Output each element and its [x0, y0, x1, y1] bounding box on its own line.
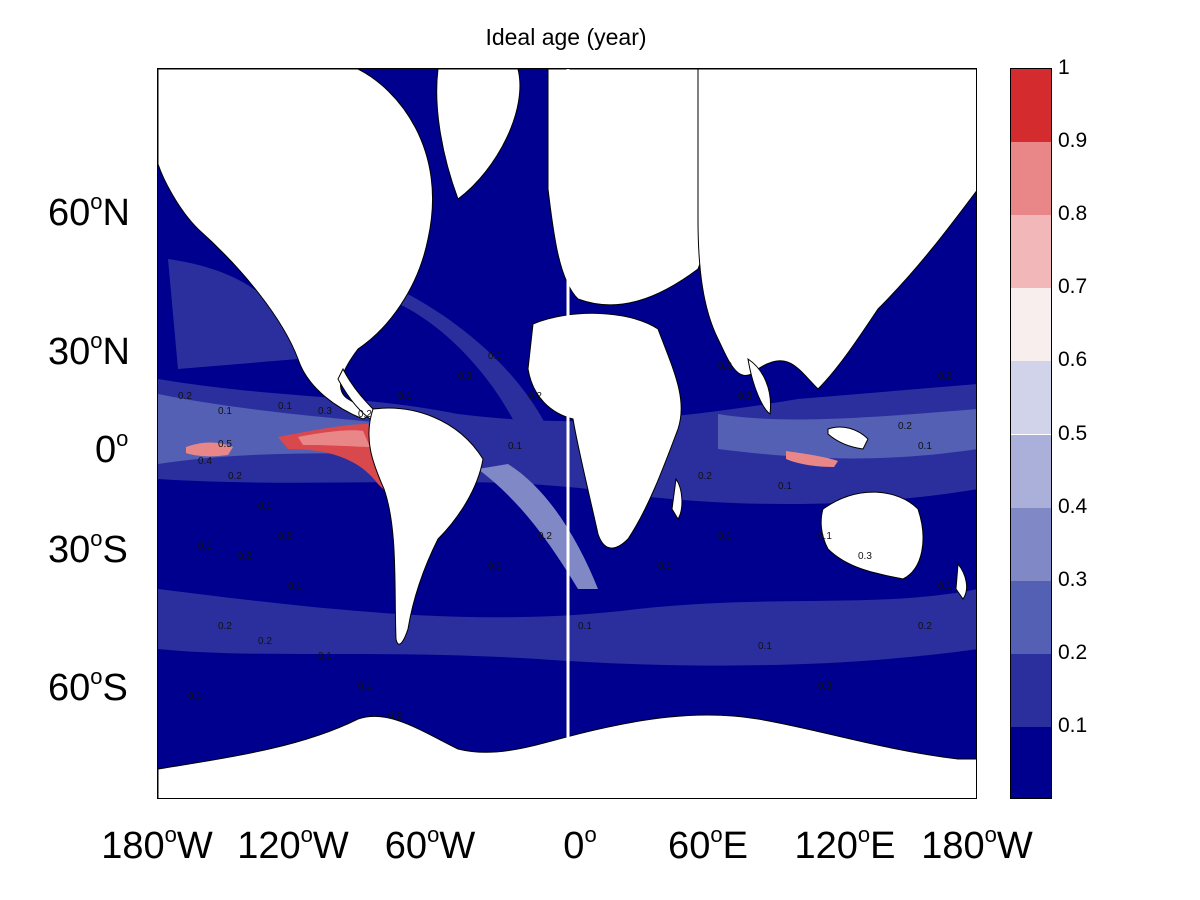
contour-label: 0.2 — [278, 531, 292, 542]
colorbar-segment — [1011, 580, 1051, 654]
contour-label: 0.2 — [228, 471, 242, 482]
contour-label: 0.1 — [288, 581, 302, 592]
colorbar-tick-label: 0.9 — [1058, 129, 1088, 153]
contour-label: 0.1 — [278, 401, 292, 412]
y-tick-label: 30oS — [48, 526, 128, 571]
contour-label: 0.4 — [198, 456, 212, 467]
colorbar-tick-label: 0.7 — [1058, 275, 1088, 299]
contour-label: 0.2 — [258, 636, 272, 647]
colorbar-segment — [1011, 507, 1051, 581]
colorbar-segment — [1011, 69, 1051, 143]
greenland — [436, 69, 521, 200]
contour-label: 0.3 — [318, 406, 332, 417]
contour-label: 0.2 — [238, 551, 252, 562]
asia — [697, 69, 976, 390]
contour-label: 0.1 — [508, 441, 522, 452]
contour-label: 0.5 — [218, 439, 232, 450]
india — [747, 357, 772, 415]
colorbar-segment — [1011, 215, 1051, 289]
contour-label: 0.2 — [898, 421, 912, 432]
colorbar-segment — [1011, 434, 1051, 508]
x-tick-label: 120oE — [794, 822, 896, 867]
contour-label: 0.2 — [938, 371, 952, 382]
contour-label: 0.3 — [458, 371, 472, 382]
maritime-continent — [827, 426, 869, 450]
new-zealand — [955, 562, 968, 600]
indonesia-hotspot — [786, 451, 838, 467]
contour-label: 0.1 — [938, 581, 952, 592]
contour-label: 0.2 — [218, 621, 232, 632]
contour-label: 0.2 — [718, 361, 732, 372]
x-tick-label: 0o — [563, 822, 597, 867]
contour-label: 0.1 — [488, 561, 502, 572]
colorbar — [1010, 68, 1052, 799]
contour-label: 0.2 — [538, 531, 552, 542]
contour-label: 0.2 — [388, 711, 402, 722]
contour-label: 0.1 — [718, 531, 732, 542]
contour-label: 0.2 — [358, 409, 372, 420]
contour-label: 0.1 — [818, 531, 832, 542]
contour-label: 0.2 — [528, 391, 542, 402]
x-tick-label: 180oW — [101, 822, 213, 867]
contour-label: 0.2 — [918, 621, 932, 632]
contour-label: 0.2 — [698, 471, 712, 482]
y-tick-label: 60oN — [48, 189, 130, 234]
africa — [527, 312, 682, 549]
contour-label: 0.1 — [758, 641, 772, 652]
contour-label: 0.1 — [778, 481, 792, 492]
colorbar-tick-label: 1 — [1058, 56, 1070, 79]
contour-label: 0.2 — [178, 391, 192, 402]
x-tick-label: 180oW — [921, 822, 1033, 867]
contour-label: 0.1 — [198, 541, 212, 552]
contour-label: 0.3 — [818, 681, 832, 692]
north-pacific-band — [168, 259, 298, 369]
colorbar-tick-label: 0.3 — [1058, 567, 1088, 591]
colorbar-tick-label: 0.8 — [1058, 202, 1088, 226]
contour-label: 0.1 — [258, 501, 272, 512]
contour-label: 0.1 — [488, 351, 502, 362]
colorbar-tick-label: 0.5 — [1058, 421, 1088, 445]
colorbar-segment — [1011, 726, 1051, 798]
contour-label: 0.3 — [858, 551, 872, 562]
y-tick-label: 30oN — [48, 328, 130, 373]
south-america — [368, 407, 484, 645]
contour-label: 0.1 — [578, 621, 592, 632]
x-tick-label: 120oW — [237, 822, 349, 867]
contour-label: 0.1 — [318, 651, 332, 662]
ocean-map: 0.2 0.1 0.1 0.3 0.2 0.1 0.4 0.5 0.2 0.1 0.2 0.1 0.2 0… — [158, 69, 976, 798]
chart-title: Ideal age (year) — [485, 24, 647, 50]
colorbar-segment — [1011, 288, 1051, 362]
contour-label: 0.1 — [658, 561, 672, 572]
australia — [820, 491, 924, 580]
contour-label: 0.1 — [218, 406, 232, 417]
map-plot-area: 0.2 0.1 0.1 0.3 0.2 0.1 0.4 0.5 0.2 0.1 0.2 0.1 0.2 0… — [157, 68, 977, 799]
colorbar-segment — [1011, 653, 1051, 727]
colorbar-tick-label: 0.4 — [1058, 494, 1088, 518]
x-tick-label: 60oE — [668, 822, 748, 867]
contour-label: 0.1 — [188, 691, 202, 702]
colorbar-tick-label: 0.6 — [1058, 348, 1088, 372]
colorbar-tick-label: 0.2 — [1058, 640, 1088, 664]
y-tick-label: 60oS — [48, 664, 128, 709]
colorbar-tick-label: 0.1 — [1058, 713, 1088, 737]
north-america — [158, 69, 433, 420]
colorbar-segment — [1011, 142, 1051, 216]
east-pacific-hotspot-core — [298, 430, 370, 447]
contour-label: 0.3 — [738, 391, 752, 402]
x-tick-label: 60oW — [384, 822, 476, 867]
contour-label: 0.1 — [918, 441, 932, 452]
colorbar-segment — [1011, 361, 1051, 435]
north-atlantic-band — [388, 289, 548, 429]
central-pacific-hotspot — [186, 442, 233, 457]
contour-label: 0.1 — [358, 681, 372, 692]
contour-labels: 0.2 0.1 0.1 0.3 0.2 0.1 0.4 0.5 0.2 0.1 0.2 0.1 0.2 0… — [178, 351, 952, 722]
madagascar — [671, 477, 683, 520]
y-tick-label: 0o — [95, 426, 129, 471]
contour-label: 0.1 — [398, 391, 412, 402]
